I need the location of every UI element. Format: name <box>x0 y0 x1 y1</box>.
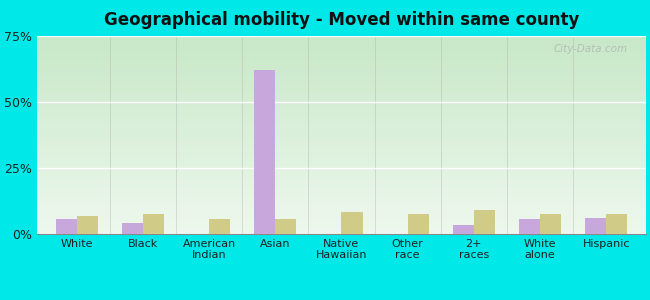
Bar <box>540 214 561 234</box>
Bar <box>452 225 474 234</box>
Bar <box>55 220 77 234</box>
Bar <box>341 212 363 234</box>
Title: Geographical mobility - Moved within same county: Geographical mobility - Moved within sam… <box>104 11 579 29</box>
Bar <box>209 220 230 234</box>
Bar <box>254 70 275 234</box>
Bar <box>519 220 540 234</box>
Bar <box>408 214 429 234</box>
Bar <box>585 218 606 234</box>
Bar <box>275 220 296 234</box>
Bar <box>143 214 164 234</box>
Bar <box>606 214 627 234</box>
Bar <box>77 215 98 234</box>
Bar <box>122 224 143 234</box>
Text: City-Data.com: City-Data.com <box>553 44 627 54</box>
Bar <box>474 210 495 234</box>
